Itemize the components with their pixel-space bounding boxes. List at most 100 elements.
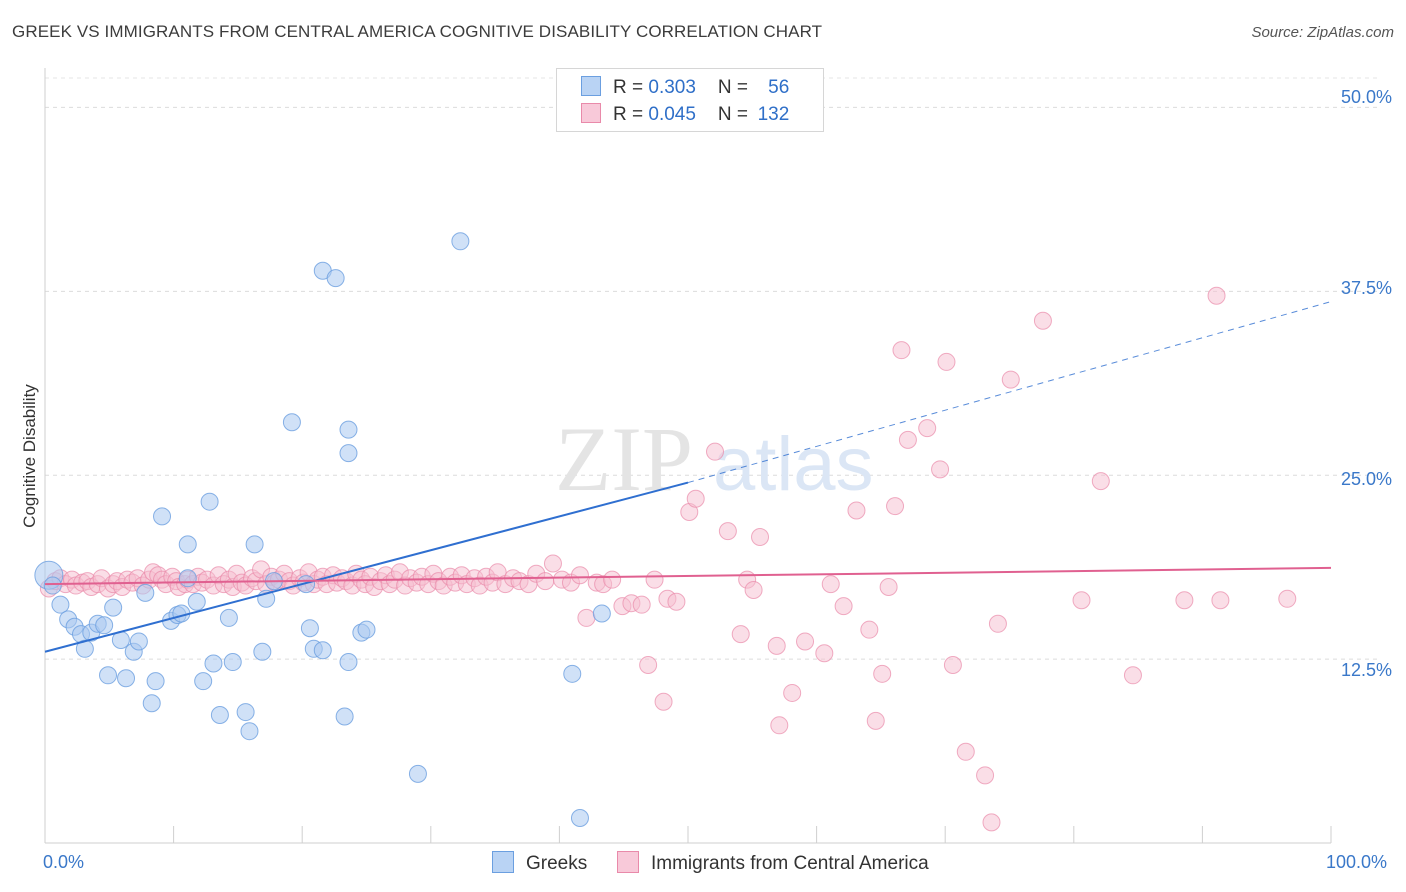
greeks-point — [99, 666, 118, 685]
immigrants-point — [543, 554, 562, 573]
immigrants-point — [667, 592, 686, 611]
greeks-point — [146, 672, 165, 691]
immigrants-point — [536, 572, 555, 591]
immigrants-point — [639, 655, 658, 674]
immigrants-point — [686, 489, 705, 508]
immigrants-point — [918, 419, 937, 438]
greeks-point — [563, 664, 582, 683]
greeks-point — [200, 492, 219, 511]
greeks-point — [408, 764, 427, 783]
immigrants-point — [886, 497, 905, 516]
immigrants-point — [1033, 311, 1052, 330]
greeks-point — [204, 654, 223, 673]
y-tick-label: 37.5% — [1340, 278, 1392, 298]
legend-item-greeks: Greeks — [492, 851, 587, 875]
immigrants-point — [1091, 472, 1110, 491]
immigrants-point — [931, 460, 950, 479]
greeks-point — [339, 420, 358, 439]
greeks-point — [104, 598, 123, 617]
r-value: 0.045 — [648, 104, 696, 125]
immigrants-point — [892, 341, 911, 360]
y-tick-label: 12.5% — [1340, 660, 1392, 680]
greeks-trend-line — [44, 481, 689, 653]
n-value: 56 — [768, 77, 790, 98]
immigrants-point — [943, 655, 962, 674]
greeks-point — [335, 707, 354, 726]
n-label: N = — [717, 104, 754, 125]
immigrants-point — [767, 636, 786, 655]
immigrants-point — [1001, 370, 1020, 389]
x-tick-label: 100.0% — [1326, 852, 1388, 872]
greeks-trend-extension — [687, 301, 1332, 484]
watermark-zip: ZIP — [555, 408, 693, 510]
greeks-point — [245, 535, 264, 554]
immigrants-point — [770, 716, 789, 735]
greeks-point — [451, 232, 470, 251]
immigrants-point — [1211, 591, 1230, 610]
greeks-point — [210, 706, 229, 725]
greeks-point — [300, 619, 319, 638]
greeks-point — [95, 616, 114, 635]
immigrants-point — [654, 692, 673, 711]
greeks-point — [240, 722, 259, 741]
immigrants-swatch — [581, 103, 601, 123]
greeks-point — [51, 595, 70, 614]
immigrants-point — [632, 595, 651, 614]
immigrants-trend-line — [44, 566, 1332, 586]
n-value: 132 — [757, 104, 790, 125]
greeks-point — [313, 641, 332, 660]
immigrants-point — [603, 570, 622, 589]
immigrants-point — [834, 597, 853, 616]
immigrants-point — [937, 352, 956, 371]
immigrants-point — [796, 632, 815, 651]
greeks-point — [43, 576, 62, 595]
greeks-point — [153, 507, 172, 526]
immigrants-point — [731, 625, 750, 644]
greeks-point — [592, 604, 611, 623]
immigrants-point — [898, 430, 917, 449]
greeks-point — [194, 672, 213, 691]
immigrants-point — [956, 742, 975, 761]
greeks-point — [339, 444, 358, 463]
immigrants-point — [873, 664, 892, 683]
stats-legend: R = 0.303 N = 56 R = 0.045 N = 132 — [556, 68, 824, 132]
greeks-point — [236, 703, 255, 722]
immigrants-point — [815, 644, 834, 663]
immigrants-point — [860, 620, 879, 639]
immigrants-point — [645, 570, 664, 589]
x-tick-label: 0.0% — [43, 852, 85, 872]
legend-label: Greeks — [526, 853, 588, 874]
trend-lines — [44, 301, 1332, 653]
chart-title: GREEK VS IMMIGRANTS FROM CENTRAL AMERICA… — [12, 22, 823, 41]
immigrants-point — [783, 683, 802, 702]
greeks-point — [142, 694, 161, 713]
greeks-point — [570, 808, 589, 827]
stats-row-immigrants: R = 0.045 N = 132 — [581, 103, 789, 125]
greeks-point — [282, 413, 301, 432]
r-value: 0.303 — [648, 77, 696, 98]
r-label: R = — [613, 104, 649, 125]
immigrants-point — [1207, 286, 1226, 305]
greeks-points — [34, 232, 611, 827]
greeks-point — [178, 569, 197, 588]
greeks-point — [129, 632, 148, 651]
greeks-point — [253, 642, 272, 661]
greeks-point — [223, 653, 242, 672]
source-label: Source: ZipAtlas.com — [1251, 24, 1394, 41]
immigrants-point — [577, 608, 596, 627]
immigrants-points — [39, 286, 1297, 832]
immigrants-point — [821, 575, 840, 594]
greeks-point — [178, 535, 197, 554]
immigrants-point — [1175, 591, 1194, 610]
immigrants-point — [718, 522, 737, 541]
immigrants-point — [1123, 666, 1142, 685]
immigrants-swatch — [617, 851, 639, 873]
immigrants-point — [1278, 589, 1297, 608]
greeks-point — [339, 653, 358, 672]
immigrants-point — [706, 442, 725, 461]
immigrants-point — [847, 501, 866, 520]
immigrants-point — [744, 580, 763, 599]
y-tick-label: 25.0% — [1340, 469, 1392, 489]
immigrants-point — [1072, 591, 1091, 610]
greeks-swatch — [492, 851, 514, 873]
